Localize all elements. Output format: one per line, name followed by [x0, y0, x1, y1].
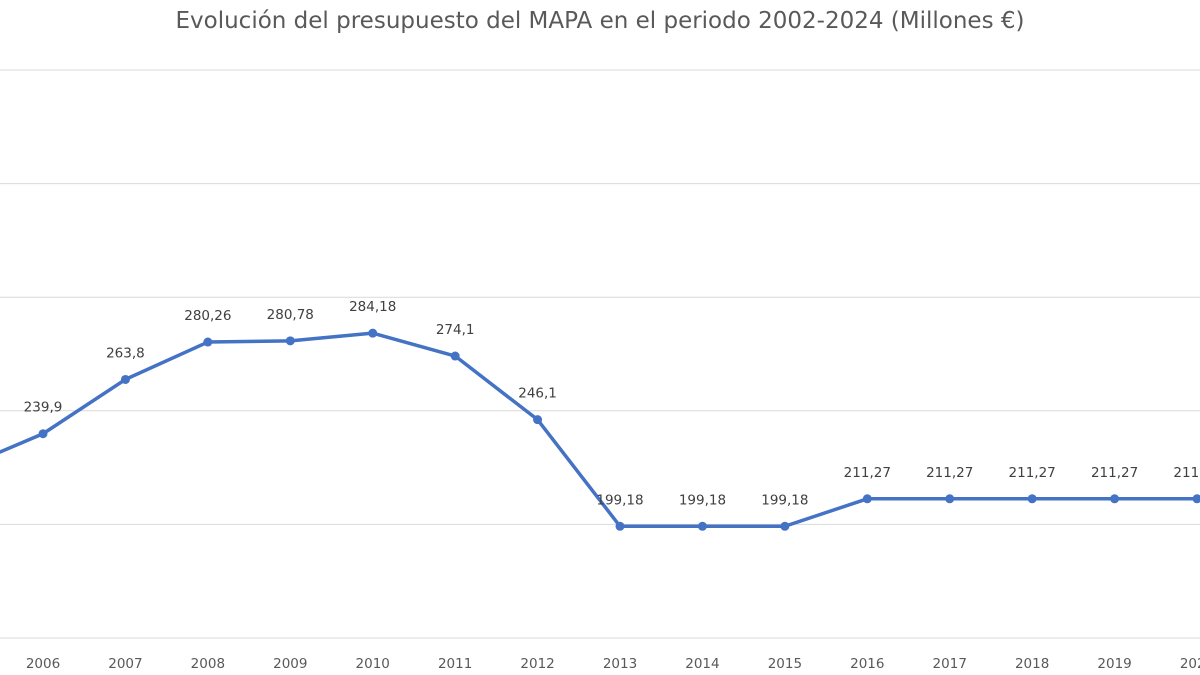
x-tick-label: 2015: [768, 656, 802, 672]
data-point: [615, 521, 625, 531]
data-label: 199,18: [679, 492, 726, 508]
x-tick-label: 2012: [520, 656, 554, 672]
data-label: 211,27: [844, 465, 891, 481]
data-point: [38, 429, 48, 439]
data-point: [945, 494, 955, 504]
data-label: 211,27: [1009, 465, 1056, 481]
x-tick-label: 2007: [108, 656, 142, 672]
x-tick-label: 2013: [603, 656, 637, 672]
data-label: 274,1: [436, 322, 475, 338]
data-point: [285, 336, 295, 346]
x-tick-label: 2018: [1015, 656, 1049, 672]
x-tick-label: 2010: [356, 656, 390, 672]
data-point: [1192, 494, 1200, 504]
data-point: [780, 521, 790, 531]
x-tick-label: 2011: [438, 656, 472, 672]
data-label: 211,27: [926, 465, 973, 481]
x-tick-label: 2014: [685, 656, 719, 672]
x-tick-label: 2009: [273, 656, 307, 672]
data-label: 211,27: [1091, 465, 1138, 481]
data-label: 280,26: [184, 308, 231, 324]
x-tick-label: 2020: [1180, 656, 1200, 672]
data-point: [203, 337, 213, 347]
data-label: 199,18: [761, 492, 808, 508]
data-point: [450, 351, 460, 361]
data-label: 239,9: [24, 400, 63, 416]
data-label: 280,78: [267, 307, 314, 323]
series-line-segment: [0, 431, 45, 454]
data-point: [1110, 494, 1120, 504]
data-label: 263,8: [106, 345, 145, 361]
x-tick-label: 2017: [933, 656, 967, 672]
x-tick-label: 2008: [191, 656, 225, 672]
data-label: 199,18: [596, 492, 643, 508]
data-point: [368, 328, 378, 338]
data-label: 211,27: [1173, 465, 1200, 481]
data-point: [120, 374, 130, 384]
data-label: 284,18: [349, 299, 396, 315]
x-tick-label: 2016: [850, 656, 884, 672]
data-point: [533, 415, 543, 425]
data-label: 246,1: [518, 386, 557, 402]
data-point: [862, 494, 872, 504]
x-tick-label: 2006: [26, 656, 60, 672]
data-point: [1027, 494, 1037, 504]
x-tick-label: 2019: [1097, 656, 1131, 672]
chart-title: Evolución del presupuesto del MAPA en el…: [175, 8, 1025, 34]
data-point: [697, 521, 707, 531]
